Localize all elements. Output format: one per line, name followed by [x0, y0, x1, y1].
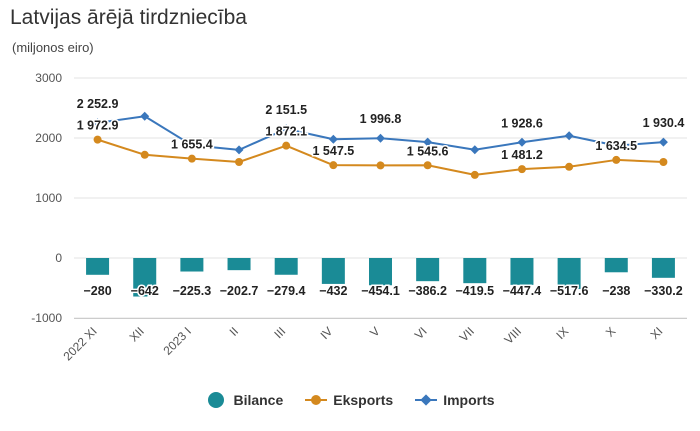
point-eksports-2	[187, 154, 196, 163]
bar-bilance-9	[510, 258, 534, 285]
x-tick-label: V	[367, 324, 383, 340]
x-tick-label: VII	[457, 324, 477, 344]
data-label-eksports-0: 1 972.9	[77, 119, 119, 133]
bar-bilance-6	[369, 258, 392, 286]
bar-bilance-0	[86, 258, 110, 275]
x-tick-label: 2023 I	[161, 324, 194, 357]
chart-title: Latvijas ārējā tirdzniecība	[10, 6, 247, 29]
bar-bilance-2	[180, 258, 204, 272]
point-imports-2	[187, 140, 197, 150]
y-tick-label: 3000	[35, 71, 62, 85]
x-tick-label: IV	[318, 324, 336, 342]
data-label-bilance-7: −386.2	[408, 284, 447, 298]
legend-eksports-symbol	[305, 392, 328, 408]
point-eksports-8	[470, 170, 479, 179]
legend-label-bilance: Bilance	[233, 392, 284, 408]
data-label-eksports-4: 1 872.1	[265, 125, 307, 139]
point-imports-10	[564, 131, 574, 141]
point-eksports-1	[140, 150, 149, 159]
data-label-eksports-9: 1 481.2	[501, 148, 543, 162]
y-tick-label: 1000	[35, 191, 62, 205]
x-tick-label: III	[271, 324, 288, 341]
point-eksports-6	[376, 161, 385, 170]
data-label-bilance-4: −279.4	[267, 284, 306, 298]
x-tick-label: IX	[553, 324, 571, 342]
bar-bilance-5	[321, 258, 345, 284]
data-label-bilance-0: −280	[83, 284, 111, 298]
point-imports-6	[376, 133, 385, 143]
legend-item-eksports[interactable]: Eksports	[305, 392, 393, 408]
bar-bilance-7	[416, 258, 440, 282]
point-eksports-3	[235, 158, 244, 166]
data-label-imports-9: 1 928.6	[501, 116, 543, 130]
bar-bilance-3	[227, 258, 251, 271]
legend-label-eksports: Eksports	[333, 392, 394, 408]
y-tick-label: 2000	[35, 131, 62, 145]
point-eksports-10	[565, 162, 574, 171]
x-tick-label: VI	[412, 324, 430, 342]
bar-bilance-11	[604, 258, 628, 273]
data-label-bilance-11: −238	[602, 284, 630, 298]
legend-imports-symbol	[415, 392, 438, 408]
data-label-bilance-3: −202.7	[220, 284, 259, 298]
point-imports-11	[611, 141, 621, 151]
point-imports-7	[423, 137, 433, 147]
data-label-eksports-11: 1 634.5	[595, 139, 637, 153]
data-label-bilance-6: −454.1	[361, 284, 400, 298]
x-tick-label: X	[603, 324, 619, 340]
x-tick-label: II	[227, 324, 242, 339]
bar-bilance-8	[463, 258, 487, 284]
point-imports-9	[517, 137, 527, 147]
y-tick-label: -1000	[31, 311, 62, 325]
data-label-bilance-8: −419.5	[456, 284, 495, 298]
bar-bilance-4	[274, 258, 298, 275]
data-label-imports-4: 2 151.5	[265, 103, 307, 117]
point-imports-0	[93, 118, 103, 128]
data-label-eksports-5: 1 547.5	[312, 144, 354, 158]
point-imports-4	[281, 124, 291, 134]
legend-label-imports: Imports	[443, 392, 495, 408]
bar-bilance-1	[133, 258, 157, 297]
legend-item-imports[interactable]: Imports	[415, 392, 495, 408]
point-eksports-11	[612, 155, 621, 164]
data-label-eksports-7: 1 545.6	[407, 144, 449, 158]
legend-item-bilance[interactable]: Bilance	[205, 392, 283, 408]
x-tick-label: XI	[648, 324, 666, 342]
data-label-bilance-9: −447.4	[503, 284, 542, 298]
legend-bilance-symbol	[205, 392, 227, 408]
point-imports-8	[470, 145, 480, 155]
data-label-imports-6: 1 996.8	[360, 112, 402, 126]
data-label-eksports-2: 1 655.4	[171, 138, 213, 152]
x-tick-label: 2022 XI	[61, 324, 100, 363]
data-label-imports-0: 2 252.9	[77, 97, 119, 111]
data-label-bilance-12: −330.2	[644, 284, 683, 298]
point-imports-12	[658, 137, 668, 147]
chart-subtitle: (miljonos eiro)	[12, 40, 94, 55]
point-eksports-4	[282, 141, 291, 150]
bar-bilance-12	[651, 258, 675, 278]
point-eksports-5	[329, 161, 338, 170]
chart-legend: Bilance Eksports Imports	[0, 392, 700, 408]
point-eksports-7	[423, 161, 432, 170]
data-label-bilance-1: −642	[131, 284, 159, 298]
data-label-bilance-2: −225.3	[173, 284, 212, 298]
point-eksports-0	[93, 135, 102, 144]
data-label-bilance-5: −432	[319, 284, 347, 298]
x-tick-label: VIII	[501, 324, 524, 347]
data-label-imports-12: 1 930.4	[643, 116, 685, 130]
data-label-bilance-10: −517.6	[550, 284, 589, 298]
bar-bilance-10	[557, 258, 581, 290]
point-imports-1	[140, 111, 150, 121]
point-imports-3	[234, 145, 244, 155]
x-tick-label: XII	[127, 324, 147, 344]
point-imports-5	[328, 134, 338, 144]
point-eksports-9	[517, 165, 526, 174]
y-tick-label: 0	[55, 251, 62, 265]
point-eksports-12	[659, 158, 668, 166]
